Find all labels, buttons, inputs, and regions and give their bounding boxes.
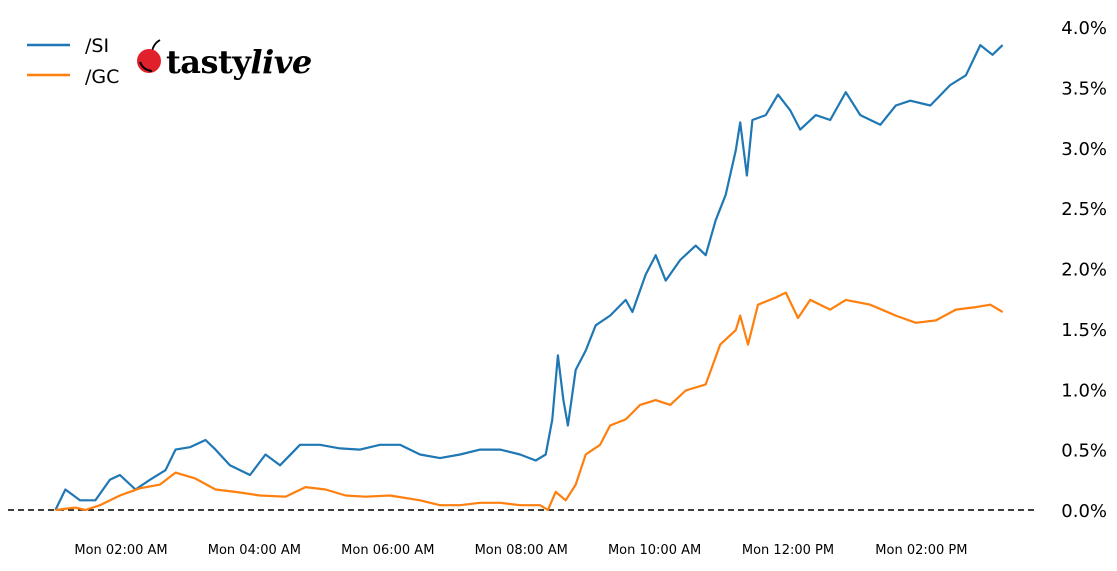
x-axis-ticks: Mon 02:00 AM Mon 04:00 AM Mon 06:00 AM Mon … xyxy=(74,543,967,558)
y-tick-label: 1.5% xyxy=(1061,320,1107,341)
x-tick-label: Mon 02:00 PM xyxy=(875,543,967,558)
logo-text-live: live xyxy=(250,43,311,81)
x-tick-label: Mon 02:00 AM xyxy=(74,543,167,558)
svg-text:tastylive: tastylive xyxy=(166,43,312,81)
legend-label-gc: /GC xyxy=(85,66,119,88)
series-layer xyxy=(54,43,1004,512)
y-tick-label: 3.0% xyxy=(1061,139,1107,160)
cherry-icon xyxy=(137,39,161,73)
y-tick-label: 3.5% xyxy=(1061,78,1107,99)
x-tick-label: Mon 04:00 AM xyxy=(208,543,301,558)
series-line-si xyxy=(54,43,1004,511)
tastylive-logo: tastylive xyxy=(137,39,312,81)
y-tick-label: 0.0% xyxy=(1061,501,1107,522)
series-line-gc xyxy=(55,291,1004,512)
x-tick-label: Mon 10:00 AM xyxy=(608,543,701,558)
legend-label-si: /SI xyxy=(85,35,109,57)
y-tick-label: 2.5% xyxy=(1061,199,1107,220)
y-tick-label: 0.5% xyxy=(1061,441,1107,462)
y-tick-label: 4.0% xyxy=(1061,18,1107,39)
x-tick-label: Mon 06:00 AM xyxy=(341,543,434,558)
legend: /SI /GC xyxy=(27,35,119,88)
logo-text-tasty: tasty xyxy=(166,43,252,81)
y-tick-label: 2.0% xyxy=(1061,260,1107,281)
x-tick-label: Mon 12:00 PM xyxy=(742,543,834,558)
y-axis-ticks: 0.0% 0.5% 1.0% 1.5% 2.0% 2.5% 3.0% 3.5% 4.0% xyxy=(1061,18,1107,522)
x-tick-label: Mon 08:00 AM xyxy=(475,543,568,558)
y-tick-label: 1.0% xyxy=(1061,380,1107,401)
